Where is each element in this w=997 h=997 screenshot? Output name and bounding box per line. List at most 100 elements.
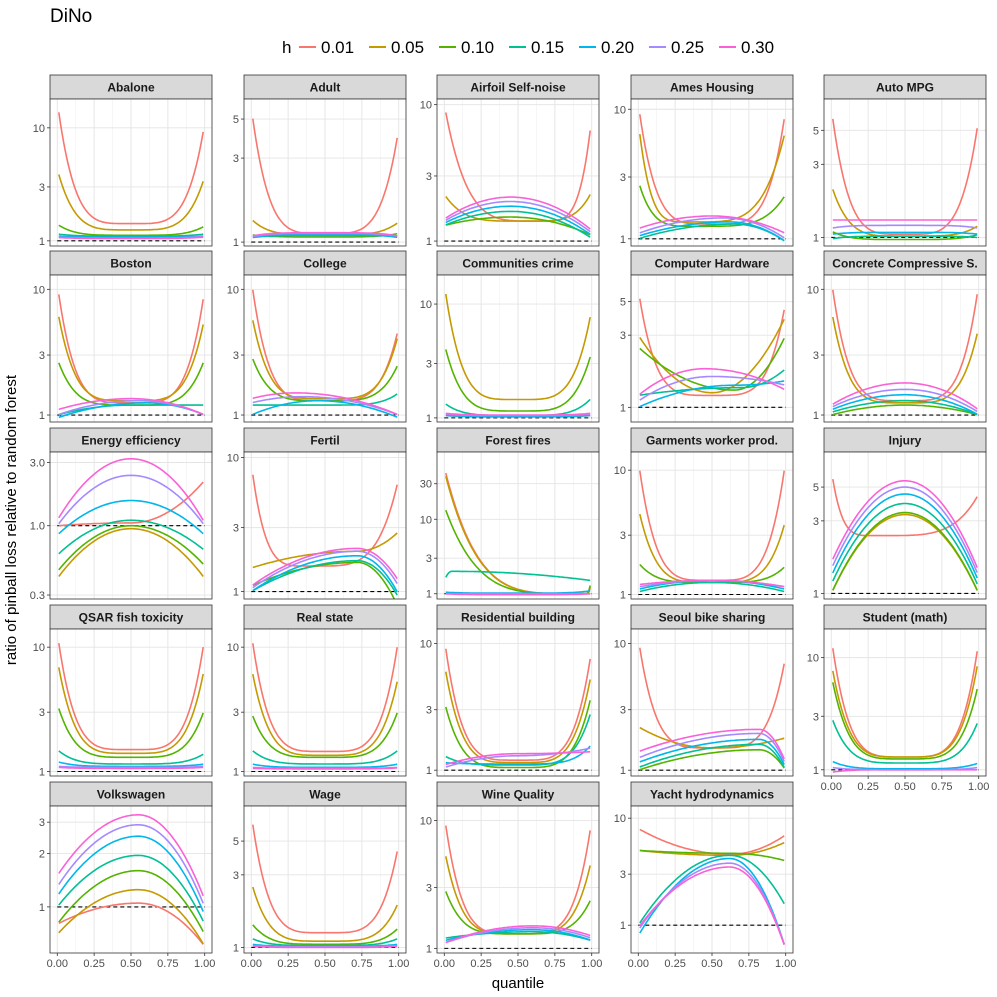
y-tick-label: 30 <box>420 479 432 491</box>
series-line-h-0.30 <box>252 547 398 586</box>
series-line-h-0.05 <box>639 318 785 394</box>
y-tick-label: 1 <box>426 943 432 955</box>
series-line-h-0.01 <box>832 118 978 235</box>
series-line-h-0.30 <box>58 458 204 521</box>
facet-title: Boston <box>110 257 151 271</box>
series-line-h-0.10 <box>445 349 591 412</box>
facet-panel: Fertil 1 3 10 <box>227 427 407 600</box>
series-line-h-0.01 <box>252 474 398 567</box>
panel-border <box>630 98 794 247</box>
y-tick-label: 1 <box>233 237 239 249</box>
series-line-h-0.15 <box>832 502 978 585</box>
y-tick-label: 3 <box>620 172 626 184</box>
figure-title: DiNo <box>50 6 92 27</box>
series-line-h-0.30 <box>445 751 591 766</box>
panel-border <box>243 451 407 600</box>
series-line-h-0.30 <box>639 728 785 760</box>
panel-border <box>243 628 407 777</box>
y-tick-label: 3 <box>233 153 239 165</box>
facet-title: College <box>303 257 347 271</box>
y-tick-label: 1 <box>813 232 819 244</box>
series-line-h-0.15 <box>832 399 978 416</box>
series-line-h-0.30 <box>832 480 978 569</box>
series-line-h-0.05 <box>445 293 591 401</box>
facet-title: Wage <box>309 788 341 802</box>
series-line-h-0.20 <box>639 380 785 408</box>
series-line-h-0.01 <box>58 902 204 945</box>
series-line-h-0.20 <box>252 555 398 593</box>
facet-strip <box>49 250 213 276</box>
facet-title: Real state <box>297 611 354 625</box>
series-line-h-0.15 <box>639 743 785 768</box>
series-line-h-0.10 <box>639 748 785 771</box>
y-tick-label: 5 <box>233 114 239 126</box>
facet-title: Injury <box>889 434 922 448</box>
y-tick-label: 1 <box>233 587 239 599</box>
series-line-h-0.05 <box>252 320 398 400</box>
panel-border <box>243 274 407 423</box>
y-tick-label: 3 <box>426 705 432 717</box>
y-tick-label: 10 <box>807 653 819 665</box>
y-tick-label: 1 <box>620 589 626 601</box>
y-tick-label: 3 <box>620 705 626 717</box>
x-tick-label: 0.50 <box>120 958 141 970</box>
y-tick-label: 1 <box>233 942 239 954</box>
y-tick-label: 1 <box>813 410 819 422</box>
x-tick-label: 0.25 <box>857 781 878 793</box>
y-tick-label: 1 <box>233 410 239 422</box>
series-line-h-0.20 <box>832 493 978 579</box>
y-tick-label: 10 <box>33 123 45 135</box>
y-tick-label: 10 <box>614 638 626 650</box>
series-line-h-0.05 <box>252 886 398 942</box>
x-tick-label: 0.00 <box>241 958 262 970</box>
panel-border <box>823 98 987 247</box>
y-tick-label: 3 <box>426 553 432 565</box>
x-tick-label: 1.00 <box>194 958 215 970</box>
series-line-h-0.10 <box>639 849 785 862</box>
legend-label: 0.05 <box>391 38 424 57</box>
x-tick-label: 0.75 <box>738 958 759 970</box>
legend-label: 0.20 <box>601 38 634 57</box>
facet-panel: Wine Quality 1 3 10 0.00 0.25 0.50 0.75 1.00 <box>420 781 602 970</box>
series-line-h-0.10 <box>832 682 978 760</box>
facet-panel: Student (math) 1 3 10 0.00 0.25 0.50 0.75 1.00 <box>807 604 989 793</box>
series-line-h-0.05 <box>58 174 204 231</box>
y-tick-label: 3 <box>620 330 626 342</box>
series-line-h-0.30 <box>445 196 591 230</box>
facet-title: Forest fires <box>485 434 551 448</box>
series-line-h-0.25 <box>832 224 978 229</box>
y-tick-label: 1 <box>233 766 239 778</box>
y-tick-label: 1.0 <box>30 521 45 533</box>
series-line-h-0.15 <box>832 720 978 764</box>
facet-panel: Seoul bike sharing 1 3 10 <box>614 604 794 777</box>
facet-panel: Injury 1 3 5 <box>813 427 987 600</box>
series-line-h-0.05 <box>832 316 978 404</box>
y-tick-label: 10 <box>227 453 239 465</box>
x-tick-label: 0.00 <box>47 958 68 970</box>
facet-strip <box>436 250 600 276</box>
legend-label: 0.10 <box>461 38 494 57</box>
facet-title: Auto MPG <box>876 81 934 95</box>
facet-panel: Communities crime 1 3 10 <box>420 250 600 425</box>
y-tick-label: 3 <box>233 523 239 535</box>
facet-panel: Garments worker prod. 1 3 10 <box>614 427 794 601</box>
y-tick-label: 3 <box>813 711 819 723</box>
facet-panel: Volkswagen 1 2 3 0.00 0.25 0.50 0.75 1.00 <box>39 781 215 970</box>
series-line-h-0.01 <box>639 298 785 397</box>
series-line-h-0.25 <box>58 824 204 904</box>
y-tick-label: 3.0 <box>30 457 45 469</box>
x-tick-label: 0.25 <box>83 958 104 970</box>
series-line-h-0.25 <box>832 486 978 573</box>
y-tick-label: 10 <box>33 642 45 654</box>
series-line-h-0.10 <box>252 924 398 946</box>
series-line-h-0.15 <box>445 570 591 582</box>
series-line-h-0.30 <box>639 866 785 945</box>
series-line-h-0.20 <box>445 414 591 418</box>
x-tick-label: 0.50 <box>701 958 722 970</box>
series-line-h-0.25 <box>639 375 785 401</box>
panel-border <box>436 451 600 600</box>
facet-strip <box>630 427 794 453</box>
series-line-h-0.20 <box>58 835 204 912</box>
y-tick-label: 3 <box>39 817 45 829</box>
